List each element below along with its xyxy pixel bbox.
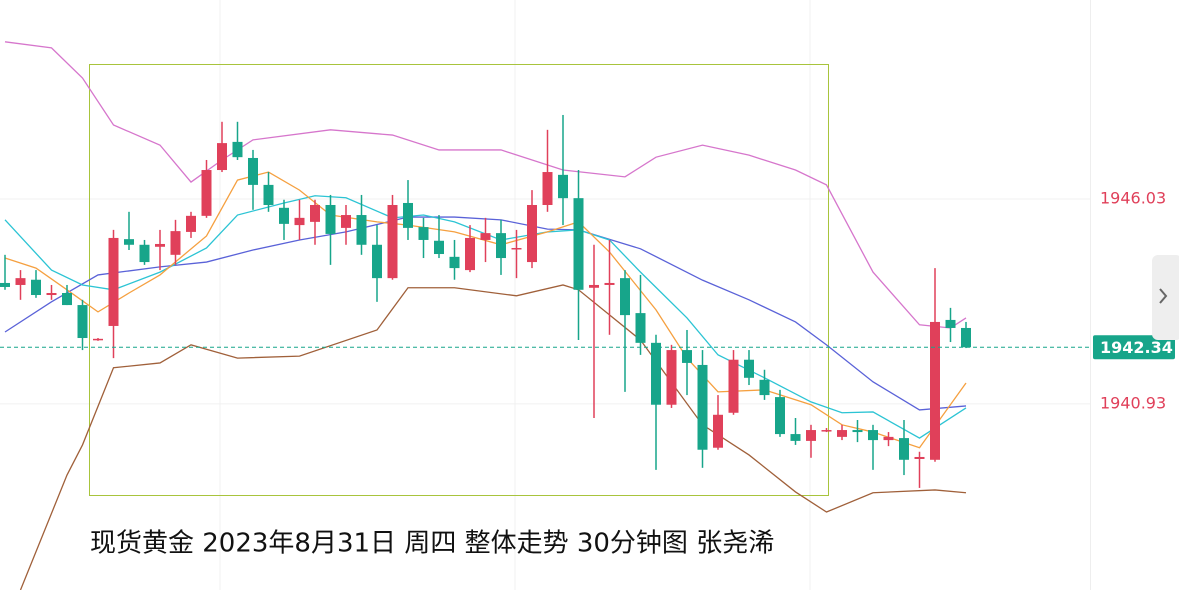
candle-body (0, 282, 10, 287)
y-tick-label: 1951.13 (1100, 0, 1166, 3)
candle-body (480, 233, 491, 240)
candle-body (232, 141, 243, 158)
candle-body (325, 204, 336, 234)
candle-body (46, 293, 57, 296)
y-tick-label: 1946.03 (1100, 188, 1166, 207)
chevron-icon[interactable] (1159, 288, 1168, 304)
candle-body (527, 204, 537, 263)
candle-body (635, 313, 646, 343)
candle-body (620, 278, 630, 316)
candle-body (387, 204, 398, 279)
candle-body (558, 174, 568, 199)
y-tick-label: 1940.93 (1100, 393, 1166, 412)
candle-body (186, 215, 196, 232)
candle-body (372, 244, 382, 279)
candle-body (759, 379, 770, 396)
candle-body (666, 350, 677, 405)
candle-body (744, 359, 754, 378)
candle-body (868, 430, 878, 441)
candle-body (217, 143, 227, 171)
indicator-line (4, 216, 967, 411)
candle-body (930, 321, 940, 460)
candle-body (31, 279, 41, 296)
candle-body (961, 327, 971, 348)
indicator-line (4, 41, 967, 329)
candle-body (914, 456, 925, 459)
candle-body (651, 342, 661, 405)
candle-body (573, 198, 584, 290)
candle-body (496, 233, 506, 259)
candle-body (62, 293, 72, 306)
candle-body (852, 430, 863, 433)
candle-body (201, 170, 212, 216)
candle-body (248, 157, 258, 185)
candle-body (139, 244, 150, 263)
candle-body (837, 430, 847, 437)
candle-body (279, 207, 289, 224)
candle-body (310, 204, 320, 222)
candle-body (899, 438, 909, 460)
candle-body (465, 237, 475, 271)
candle-body (604, 282, 615, 285)
candle-body (682, 350, 692, 363)
candle-body (728, 359, 739, 413)
candle-body (108, 237, 119, 326)
indicator-lines (4, 41, 967, 590)
caption: 现货黄金 2023年8月31日 周四 整体走势 30分钟图 张尧浠 (90, 529, 774, 559)
candle-body (155, 243, 165, 247)
candle-body (775, 397, 785, 435)
indicator-line (19, 284, 967, 590)
candle-body (263, 184, 274, 205)
candle-body (511, 247, 522, 250)
candle-body (170, 231, 181, 255)
candle-body (821, 430, 832, 432)
candle-body (697, 364, 708, 450)
candle-body (124, 239, 134, 245)
candle-body (418, 227, 429, 240)
candle-body (542, 172, 553, 205)
expand-button[interactable] (1152, 255, 1179, 340)
candle-body (294, 217, 305, 226)
candle-body (93, 338, 103, 341)
candle-body (356, 215, 367, 245)
candle-body (77, 305, 88, 339)
current-price-box (1093, 335, 1175, 360)
candle-body (945, 319, 956, 328)
current-price-label: 1942.34 (1100, 338, 1173, 357)
candle-body (15, 278, 26, 285)
candle-body (806, 430, 816, 441)
candle-body (434, 240, 444, 255)
indicator-line (4, 171, 967, 449)
candle-body (713, 414, 723, 448)
candle-body (341, 215, 351, 228)
candle-body (403, 202, 413, 228)
candle-body (589, 284, 599, 288)
candle-body (883, 436, 894, 441)
candle-body (449, 256, 460, 269)
axis-labels: 1940.93 1946.03 1951.13 1942.34 (1093, 0, 1175, 412)
candle-body (790, 434, 801, 441)
candles (0, 114, 971, 488)
